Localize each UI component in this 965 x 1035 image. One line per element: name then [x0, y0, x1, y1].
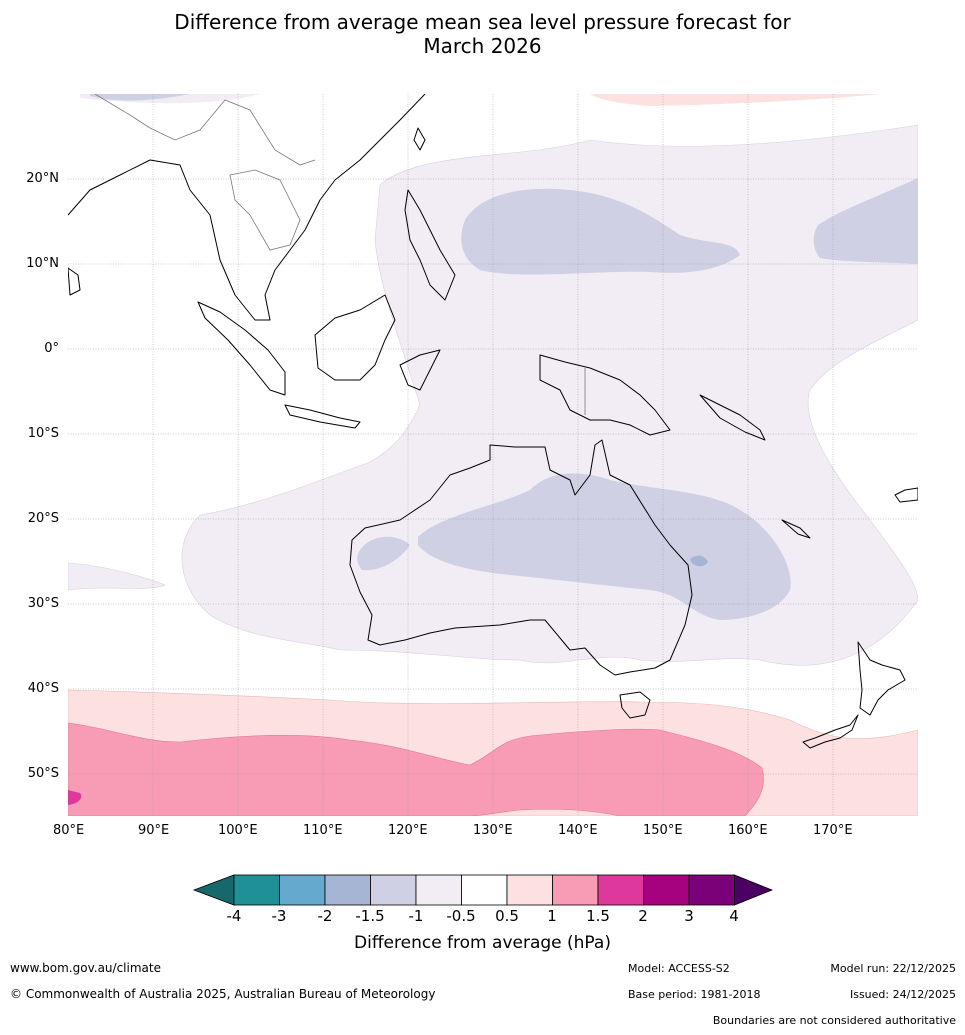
colorbar-bin	[552, 874, 599, 906]
issued-text: Issued: 24/12/2025	[849, 988, 956, 1001]
negative-anomaly-region-1.5-small	[690, 555, 708, 567]
colorbar-extend-low	[192, 874, 235, 906]
australia-coastline	[349, 439, 693, 676]
colorbar-extend-high	[734, 874, 774, 906]
map-area	[68, 94, 918, 816]
new-zealand-north-coastline	[857, 641, 906, 716]
colorbar-bin	[370, 874, 417, 906]
lon-label: 90°E	[138, 823, 170, 838]
lon-label: 150°E	[643, 823, 683, 838]
asia-mainland-coastline	[68, 94, 426, 321]
anomaly-fields	[68, 94, 918, 816]
chart-title: Difference from average mean sea level p…	[0, 10, 965, 58]
sumatra-coastline	[197, 301, 286, 396]
lat-lon-grid	[68, 94, 918, 816]
colorbar-tick-label: 3	[684, 907, 694, 925]
colorbar-tick-label: -2	[317, 907, 333, 925]
colorbar-tick-label: -1.5	[355, 907, 385, 925]
fiji-coastline	[894, 487, 918, 503]
colorbar-tick-label: -0.5	[446, 907, 476, 925]
colorbar-bin	[643, 874, 690, 906]
lon-label: 130°E	[473, 823, 513, 838]
new-guinea-coastline	[539, 354, 671, 436]
colorbar-bin	[279, 874, 326, 906]
colorbar-tick-label: -4	[226, 907, 242, 925]
colorbar	[192, 874, 774, 906]
borneo-coastline	[314, 294, 396, 381]
lon-label: 120°E	[388, 823, 428, 838]
website-link[interactable]: www.bom.gov.au/climate	[10, 961, 161, 975]
lat-label: 10°S	[27, 426, 59, 441]
positive-anomaly-region-1.5-small	[68, 790, 82, 805]
positive-anomaly-region-0.5-north	[590, 94, 880, 106]
colorbar-title: Difference from average (hPa)	[354, 933, 611, 953]
lon-label: 140°E	[558, 823, 598, 838]
colorbar-tick-label: 1.5	[586, 907, 610, 925]
negative-anomaly-region-1-australia	[418, 473, 791, 620]
lat-label: 10°N	[26, 256, 59, 271]
colorbar-tick-label: 0.5	[495, 907, 519, 925]
title-line-2: March 2026	[423, 34, 542, 58]
coastlines	[68, 94, 918, 749]
negative-anomaly-region-1-west-australia	[357, 536, 410, 571]
lon-label: 110°E	[303, 823, 343, 838]
colorbar-tick-label: 1	[547, 907, 557, 925]
colorbar-bin	[506, 874, 553, 906]
sulawesi-coastline	[399, 349, 441, 391]
lon-label: 170°E	[813, 823, 853, 838]
philippines-coastline	[404, 189, 456, 301]
colorbar-tick-label: -3	[271, 907, 287, 925]
positive-anomaly-region-1-south	[68, 722, 764, 816]
country-borders	[94, 94, 586, 415]
negative-anomaly-region-0.5-west	[68, 562, 166, 591]
lat-label: 30°S	[27, 596, 59, 611]
solomon-islands-coastline	[699, 394, 766, 441]
colorbar-bin	[233, 874, 280, 906]
colorbar-tick-label: 2	[638, 907, 648, 925]
title-line-1: Difference from average mean sea level p…	[174, 10, 791, 34]
lat-label: 20°S	[27, 511, 59, 526]
colorbar-bin	[324, 874, 371, 906]
colorbar-tick-label: 4	[729, 907, 739, 925]
model-text: Model: ACCESS-S2	[628, 962, 730, 975]
negative-anomaly-region-1-east	[813, 178, 918, 264]
colorbar-bin	[461, 874, 508, 906]
lon-label: 100°E	[218, 823, 258, 838]
tasmania-coastline	[619, 691, 651, 719]
colorbar-bin	[415, 874, 462, 906]
disclaimer-text: Boundaries are not considered authoritat…	[712, 1014, 956, 1027]
lon-label: 80°E	[53, 823, 85, 838]
model-run-text: Model run: 22/12/2025	[830, 962, 956, 975]
new-zealand-south-coastline	[802, 714, 859, 749]
taiwan-coastline	[413, 127, 426, 151]
sri-lanka-coastline	[68, 267, 81, 296]
colorbar-bin	[688, 874, 735, 906]
lon-label: 160°E	[728, 823, 768, 838]
base-period-text: Base period: 1981-2018	[628, 988, 761, 1001]
new-caledonia-coastline	[781, 519, 811, 539]
lat-label: 50°S	[27, 766, 59, 781]
java-coastline	[284, 404, 361, 429]
lat-label: 20°N	[26, 171, 59, 186]
lat-label: 0°	[44, 341, 59, 356]
colorbar-tick-label: -1	[408, 907, 424, 925]
negative-anomaly-region-1.5-north	[90, 94, 190, 101]
copyright-text: © Commonwealth of Australia 2025, Austra…	[10, 987, 436, 1001]
lat-label: 40°S	[27, 681, 59, 696]
negative-anomaly-region-1-pacific	[461, 188, 740, 275]
colorbar-bin	[597, 874, 644, 906]
